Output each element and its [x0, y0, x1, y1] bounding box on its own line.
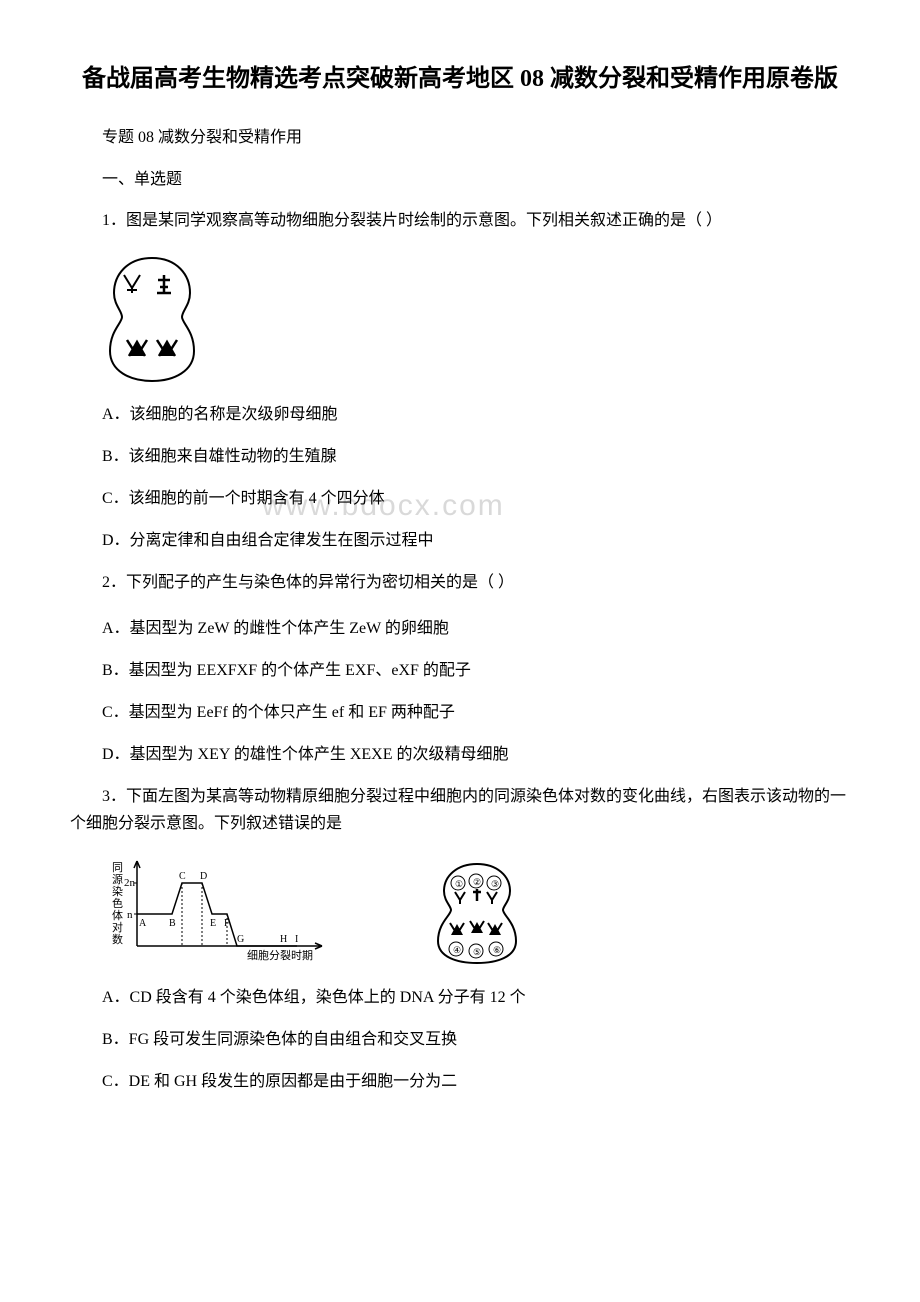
y-label-5: 体	[112, 908, 123, 922]
q1-option-d-text: D．分离定律和自由组合定律发生在图示过程中	[102, 532, 434, 549]
page-title: 备战届高考生物精选考点突破新高考地区 08 减数分裂和受精作用原卷版	[70, 60, 850, 98]
svg-text:③: ③	[491, 879, 499, 889]
y-label-6: 对	[112, 920, 123, 934]
subtitle: 专题 08 减数分裂和受精作用	[70, 123, 850, 147]
y-label-2: 源	[112, 872, 123, 886]
q3-line-chart: 同 源 染 色 体 对 数 2n n A B C D E F G H I 细胞分…	[102, 856, 332, 966]
svg-text:①: ①	[455, 879, 463, 889]
q1-figure	[102, 253, 850, 383]
q2-option-d: D．基因型为 XEY 的雄性个体产生 XEXE 的次级精母细胞	[70, 741, 850, 768]
q1-option-c-text: C．该细胞的前一个时期含有 4 个四分体	[102, 490, 385, 507]
pt-e: E	[210, 918, 216, 929]
pt-h: H	[280, 934, 287, 945]
y-tick-n: n	[127, 909, 133, 921]
q1-option-b: B．该细胞来自雄性动物的生殖腺	[70, 443, 850, 470]
pt-f: F	[224, 918, 230, 929]
pt-a: A	[139, 918, 147, 929]
y-label-1: 同	[112, 862, 123, 874]
q3-option-a: A．CD 段含有 4 个染色体组，染色体上的 DNA 分子有 12 个	[70, 984, 850, 1011]
pt-g: G	[237, 934, 244, 945]
y-tick-2n: 2n	[124, 877, 136, 889]
q1-option-a: A．该细胞的名称是次级卵母细胞	[70, 401, 850, 428]
q2-option-a: A．基因型为 ZeW 的雌性个体产生 ZeW 的卵细胞	[70, 615, 850, 642]
svg-text:⑤: ⑤	[473, 947, 481, 957]
section-heading: 一、单选题	[70, 165, 850, 189]
y-label-7: 数	[112, 933, 123, 946]
x-label: 细胞分裂时期	[247, 949, 313, 962]
q1-option-c: www.bdocx.com C．该细胞的前一个时期含有 4 个四分体	[70, 485, 850, 512]
q3-option-b: B．FG 段可发生同源染色体的自由组合和交叉互换	[70, 1026, 850, 1053]
y-label-3: 染	[112, 884, 123, 898]
q2-stem: 2．下列配子的产生与染色体的异常行为密切相关的是（ ）	[70, 569, 850, 596]
q3-cell-figure: ① ② ③ ④ ⑤ ⑥	[432, 861, 522, 966]
pt-b: B	[169, 918, 176, 929]
pt-c: C	[179, 871, 186, 882]
q1-option-d: D．分离定律和自由组合定律发生在图示过程中	[70, 527, 850, 554]
q1-stem: 1．图是某同学观察高等动物细胞分裂装片时绘制的示意图。下列相关叙述正确的是（ ）	[70, 207, 850, 234]
svg-text:②: ②	[473, 877, 481, 887]
q3-option-c: C．DE 和 GH 段发生的原因都是由于细胞一分为二	[70, 1068, 850, 1095]
svg-text:④: ④	[453, 945, 461, 955]
pt-d: D	[200, 871, 207, 882]
q2-option-b: B．基因型为 EEXFXF 的个体产生 EXF、eXF 的配子	[70, 657, 850, 684]
svg-text:⑥: ⑥	[493, 945, 501, 955]
pt-i: I	[295, 934, 298, 945]
y-label-4: 色	[112, 896, 123, 910]
q3-figures: 同 源 染 色 体 对 数 2n n A B C D E F G H I 细胞分…	[102, 856, 850, 966]
q3-stem: 3．下面左图为某高等动物精原细胞分裂过程中细胞内的同源染色体对数的变化曲线，右图…	[70, 783, 850, 837]
q2-option-c: C．基因型为 EeFf 的个体只产生 ef 和 EF 两种配子	[70, 699, 850, 726]
